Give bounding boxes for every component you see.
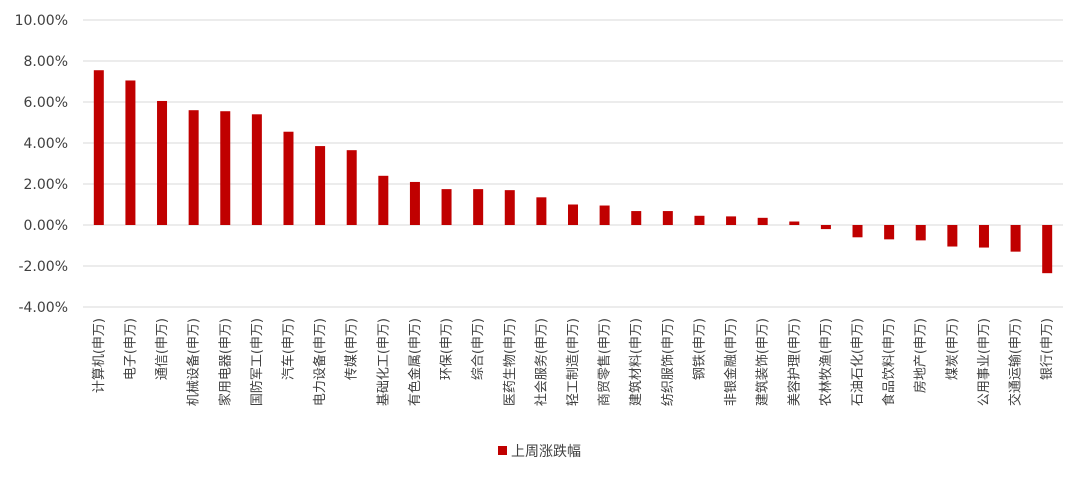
bar <box>1010 225 1021 252</box>
y-tick-label: 6.00% <box>24 95 68 111</box>
x-category-label: 农林牧渔(申万) <box>819 318 834 406</box>
y-tick-label: 10.00% <box>15 13 68 29</box>
bar <box>188 110 199 225</box>
x-category-label: 医药生物(申万) <box>503 318 518 406</box>
bar <box>694 215 705 225</box>
bar <box>1042 225 1053 274</box>
x-category-label: 机械设备(申万) <box>186 318 202 406</box>
bar <box>631 211 642 225</box>
x-category-label: 基础化工(申万) <box>376 318 391 406</box>
x-category-label: 社会服务(申万) <box>533 318 549 406</box>
x-category-label: 钢铁(申万) <box>692 318 707 380</box>
x-category-label: 综合(申万) <box>471 318 486 380</box>
bar <box>441 189 452 225</box>
y-axis-tick-labels: 10.00% 8.00% 6.00% 4.00% 2.00% 0.00% -2.00% -4.… <box>15 13 68 316</box>
bar <box>662 211 673 225</box>
bar <box>504 190 515 225</box>
bar <box>568 204 578 225</box>
x-category-label: 通信(申万) <box>155 318 170 380</box>
bar <box>726 216 737 225</box>
x-category-label: 非银金融(申万) <box>723 318 739 406</box>
y-tick-label: 8.00% <box>24 54 68 70</box>
x-category-label: 电力设备(申万) <box>312 318 328 406</box>
bar <box>251 114 262 225</box>
y-tick-label: 2.00% <box>24 177 68 193</box>
x-category-label: 电子(申万) <box>123 318 138 380</box>
x-axis-category-labels: 计算机(申万) 电子(申万) 通信(申万) 机械设备(申万) 家用电器(申万) 国防军工(… <box>92 318 1055 406</box>
x-category-label: 银行(申万) <box>1040 318 1055 380</box>
x-category-label: 轻工制造(申万) <box>566 318 581 406</box>
bar <box>757 217 768 225</box>
bar <box>536 197 547 225</box>
bar <box>220 111 231 225</box>
x-category-label: 美容护理(申万) <box>786 318 802 406</box>
legend: 上周涨跌幅 <box>498 444 581 460</box>
x-category-label: 国防军工(申万) <box>249 318 265 406</box>
bar <box>283 131 294 225</box>
x-category-label: 传媒(申万) <box>345 318 360 380</box>
bar <box>315 146 326 225</box>
bar <box>599 205 610 225</box>
legend-label: 上周涨跌幅 <box>511 444 581 460</box>
x-category-label: 建筑材料(申万) <box>628 318 644 406</box>
bar <box>346 150 357 225</box>
bar <box>93 70 104 225</box>
bar <box>884 225 895 240</box>
y-tick-label: -4.00% <box>18 300 68 316</box>
bar <box>915 225 926 241</box>
x-category-label: 房地产(申万) <box>913 318 929 393</box>
bar <box>789 221 800 225</box>
bar <box>409 181 420 225</box>
bar <box>978 225 989 248</box>
legend-swatch <box>498 446 507 455</box>
bar-series <box>93 70 1053 274</box>
bar <box>473 189 484 225</box>
bar <box>820 225 831 230</box>
x-category-label: 商贸零售(申万) <box>597 318 613 406</box>
bar <box>157 100 168 225</box>
x-category-label: 煤炭(申万) <box>945 318 960 380</box>
x-category-label: 交通运输(申万) <box>1008 318 1024 406</box>
y-tick-label: 0.00% <box>24 218 68 234</box>
bar <box>947 225 958 247</box>
x-category-label: 汽车(申万) <box>280 318 296 380</box>
x-category-label: 有色金属(申万) <box>407 318 423 406</box>
x-category-label: 石油石化(申万) <box>851 318 866 406</box>
bar <box>852 225 863 238</box>
x-category-label: 纺织服饰(申万) <box>661 318 676 406</box>
bar <box>125 80 136 225</box>
y-tick-label: 4.00% <box>24 136 68 152</box>
x-category-label: 计算机(申万) <box>92 318 107 393</box>
x-category-label: 家用电器(申万) <box>217 318 233 406</box>
y-tick-label: -2.00% <box>18 259 68 275</box>
bar <box>378 175 389 225</box>
x-category-label: 环保(申万) <box>440 318 455 380</box>
x-category-label: 公用事业(申万) <box>977 318 992 406</box>
x-category-label: 建筑装饰(申万) <box>755 318 771 406</box>
x-category-label: 食品饮料(申万) <box>881 318 897 406</box>
